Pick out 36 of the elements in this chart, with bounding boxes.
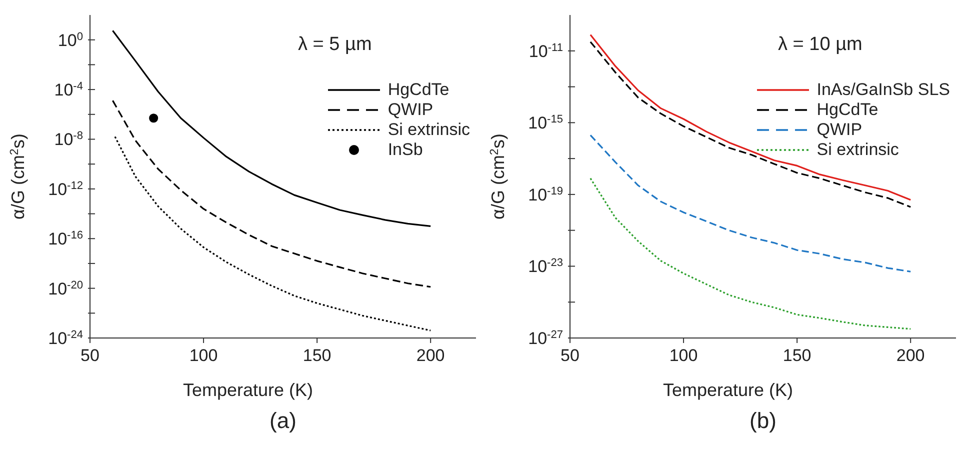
legend-label: Si extrinsic: [388, 120, 470, 140]
x-tick-label: 100: [669, 346, 698, 366]
line-series: [114, 136, 432, 332]
x-tick-label: 150: [782, 346, 812, 366]
legend-label: QWIP: [816, 120, 862, 140]
x-axis-title: Temperature (K): [662, 380, 794, 400]
x-axis-title: Temperature (K): [182, 380, 314, 400]
y-tick-label: 10$^{-23}$: [528, 257, 563, 276]
annotation: λ = 10 µm: [778, 34, 862, 56]
text: (a): [268, 408, 298, 434]
legend-label: InAs/GaInSb SLS: [816, 80, 950, 100]
legend-label: HgCdTe: [388, 80, 450, 100]
x-tick-label: 100: [189, 346, 218, 366]
y-tick-label: 10$^{-24}$: [48, 329, 83, 348]
x-tick-label: 200: [416, 346, 445, 366]
line-series: [590, 178, 912, 330]
x-tick-label: 50: [80, 346, 100, 366]
x-tick-label: 50: [560, 346, 580, 366]
annotation: λ = 5 µm: [298, 34, 372, 56]
y-tick-label: 10$^{-8}$: [54, 130, 83, 150]
legend-label: QWIP: [388, 100, 434, 120]
x-tick-label: 200: [896, 346, 925, 366]
y-tick-label: 10$^{-20}$: [48, 279, 83, 298]
text: (b): [748, 408, 778, 434]
y-tick-label: 10$^{-16}$: [48, 230, 83, 249]
y-tick-label: 10$^{-11}$: [528, 42, 563, 61]
legend-label: InSb: [388, 140, 423, 160]
x-tick-label: 150: [302, 346, 332, 366]
y-tick-label: 10$^{-27}$: [528, 329, 563, 348]
y-tick-label: 10$^{-4}$: [54, 80, 83, 100]
y-tick-label: 10$^{0}$: [58, 30, 83, 50]
y-tick-label: 10$^{-19}$: [528, 185, 563, 204]
y-tick-label: 10$^{-12}$: [48, 180, 83, 199]
legend-label: HgCdTe: [816, 100, 878, 120]
legend-label: Si extrinsic: [816, 140, 899, 160]
y-tick-label: 10$^{-15}$: [528, 114, 563, 133]
